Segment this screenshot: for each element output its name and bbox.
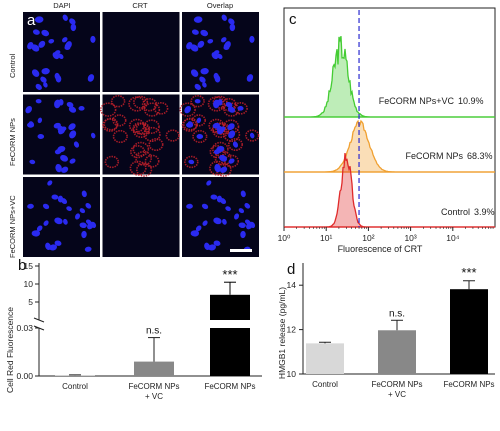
panel-b-category-label: + VC: [145, 392, 163, 401]
panel-c-letter: c: [289, 11, 297, 28]
histogram-label-name: Control: [441, 207, 470, 217]
panel-d-bar: [306, 343, 344, 374]
panel-b-ylabel: Cell Red Fluorescence: [5, 307, 15, 393]
tile-fecorm-vc-crt: [102, 177, 180, 257]
panel-c-xtick: 10²: [362, 233, 374, 243]
column-header-crt: CRT: [132, 1, 148, 10]
histogram-label-value: 10.9%: [458, 96, 484, 106]
row-label-fecorm: FeCORM NPs: [8, 118, 17, 166]
panel-b-bar: [210, 328, 250, 376]
panel-c-xtick: 10³: [404, 233, 416, 243]
panel-d-category-label: FeCORM NPs: [443, 380, 494, 389]
panel-d-category-label: FeCORM NPs: [371, 380, 422, 389]
panel-d-category-label: + VC: [388, 390, 406, 399]
panel-b-bar: [134, 361, 174, 376]
axis-break-mark: [33, 317, 45, 323]
panel-d-significance: n.s.: [389, 308, 405, 319]
panel-b-significance: n.s.: [146, 326, 162, 337]
histogram-label-value: 3.9%: [474, 207, 495, 217]
panel-d-ytick: 10: [287, 369, 297, 379]
panel-c-xlabel: Fluorescence of CRT: [338, 244, 423, 254]
histogram-label-value: 68.3%: [467, 151, 493, 161]
panel-c-xtick: 10⁰: [278, 233, 291, 243]
tile-fecorm-dapi: [23, 94, 100, 175]
panel-a-letter: a: [27, 12, 36, 29]
panel-d-category-label: Control: [312, 380, 338, 389]
column-header-dapi: DAPI: [53, 1, 71, 10]
tile-fecorm-vc-overlap: [182, 177, 259, 257]
row-label-control: Control: [8, 53, 17, 78]
tile-control-crt: [102, 12, 180, 92]
panel-b-category-label: FeCORM NPs: [204, 382, 255, 391]
panel-b-letter: b: [18, 258, 26, 274]
panel-d-ytick: 12: [287, 325, 297, 335]
row-label-fecorm-vc: FeCORM NPs+VC: [8, 195, 17, 258]
panel-b-significance: ***: [222, 267, 237, 282]
panel-d-bar: [378, 330, 416, 374]
panel-b-category-label: FeCORM NPs: [128, 382, 179, 391]
scale-bar: [230, 249, 252, 252]
panel-b-ytick: 10: [24, 279, 34, 289]
panel-d-significance: ***: [461, 265, 476, 280]
panel-d-chart: HMGB1 release (pg/mL) 10 12 14 Control n.s.…: [277, 261, 495, 399]
panel-b-ytick: 0.03: [16, 323, 33, 333]
tile-fecorm-vc-dapi: [23, 177, 100, 257]
panel-b-ytick: 0.00: [16, 371, 33, 381]
panel-d-bar: [450, 289, 488, 374]
microscopy-grid: [23, 12, 260, 257]
panel-d-ylabel: HMGB1 release (pg/mL): [277, 287, 287, 379]
histogram-label-name: FeCORM NPs+VC: [379, 96, 455, 106]
column-header-overlap: Overlap: [206, 1, 234, 10]
panel-b-bar: [55, 375, 95, 376]
panel-c-xtick: 10⁴: [446, 233, 459, 243]
panel-c-xtick: 10¹: [320, 233, 332, 243]
panel-b-chart: Cell Red Fluorescence 0.00 0.03 5 10 15 Cont…: [5, 258, 262, 401]
tile-fecorm-crt: [99, 94, 180, 177]
tile-control-overlap: [182, 12, 259, 92]
panel-b-bar-upper: [210, 294, 250, 320]
tile-fecorm-overlap: [179, 94, 260, 177]
panel-b-category-label: Control: [62, 382, 88, 391]
tile-control-dapi: [23, 12, 100, 92]
panel-c-histogram: FeCORM NPs+VC 10.9% FeCORM NPs 68.3% Control…: [278, 7, 496, 254]
panel-b-ytick: 5: [28, 297, 33, 307]
panel-b-ytick: 15: [24, 261, 34, 271]
histogram-label-name: FeCORM NPs: [405, 151, 463, 161]
panel-d-letter: d: [287, 261, 295, 278]
panel-d-ytick: 14: [287, 280, 297, 290]
